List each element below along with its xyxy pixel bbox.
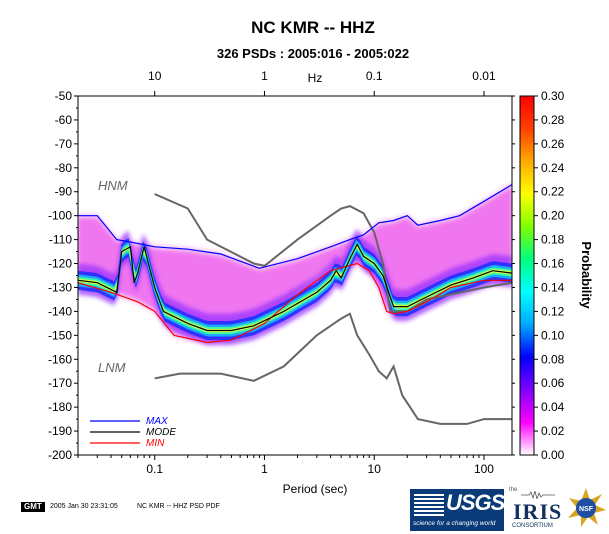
y-tick-label: -80 bbox=[55, 161, 73, 175]
legend-mode-label: MODE bbox=[146, 427, 176, 438]
usgs-logo: USGS science for a changing world bbox=[410, 489, 505, 531]
legend-min-label: MIN bbox=[146, 438, 165, 449]
iris-consortium: CONSORTIUM bbox=[512, 523, 553, 529]
x-axis-label: Period (sec) bbox=[283, 482, 348, 496]
hnm-label: HNM bbox=[98, 178, 128, 193]
heat-band-blue bbox=[78, 236, 512, 341]
top-tick-label: 0.01 bbox=[472, 69, 496, 83]
pdf-heatmap bbox=[78, 182, 512, 345]
colorbar-tick-label: 0.20 bbox=[541, 209, 565, 223]
x-axis: 0.1 1 10 100 bbox=[77, 455, 494, 476]
x-tick-label: 1 bbox=[261, 462, 268, 476]
colorbar-tick-label: 0.30 bbox=[541, 89, 565, 103]
colorbar-tick-label: 0.10 bbox=[541, 328, 565, 342]
top-tick-label: 0.1 bbox=[366, 69, 383, 83]
colorbar-tick-label: 0.08 bbox=[541, 352, 565, 366]
colorbar-body bbox=[519, 95, 535, 456]
top-axis: 10 1 0.1 0.01 bbox=[148, 69, 496, 96]
plot-caption: NC KMR -- HHZ PSD PDF bbox=[137, 503, 220, 510]
noise-model-lnm bbox=[154, 312, 512, 425]
colorbar-tick-label: 0.04 bbox=[541, 400, 565, 414]
top-tick-label: 10 bbox=[148, 69, 162, 83]
gmt-badge: GMT bbox=[21, 502, 45, 512]
y-tick-label: -60 bbox=[55, 113, 73, 127]
colorbar-tick-label: 0.06 bbox=[541, 376, 565, 390]
top-tick-label: 1 bbox=[261, 69, 268, 83]
colorbar-tick-label: 0.22 bbox=[541, 185, 565, 199]
y-tick-label: -150 bbox=[48, 328, 72, 342]
plot-timestamp: 2005 Jan 30 23:31:05 bbox=[50, 503, 118, 510]
noise-model-curves bbox=[154, 193, 512, 425]
colorbar-tick-label: 0.14 bbox=[541, 280, 565, 294]
y-tick-label: -130 bbox=[48, 280, 72, 294]
colorbar-tick-label: 0.28 bbox=[541, 113, 565, 127]
y-tick-label: -180 bbox=[48, 400, 72, 414]
y-tick-label: -160 bbox=[48, 352, 72, 366]
legend-max-label: MAX bbox=[146, 416, 168, 427]
usgs-tagline: science for a changing world bbox=[413, 520, 496, 527]
y-tick-label: -170 bbox=[48, 376, 72, 390]
chart-title: NC KMR -- HHZ bbox=[251, 18, 375, 37]
chart-subtitle: 326 PSDs : 2005:016 - 2005:022 bbox=[217, 46, 409, 61]
x-tick-label: 0.1 bbox=[146, 462, 163, 476]
colorbar-tick-label: 0.02 bbox=[541, 424, 565, 438]
iris-wordmark: IRIS bbox=[513, 499, 563, 524]
y-tick-label: -200 bbox=[48, 448, 72, 462]
y-tick-label: -90 bbox=[55, 185, 73, 199]
series-max bbox=[78, 184, 512, 269]
colorbar-tick-label: 0.26 bbox=[541, 137, 565, 151]
seismogram-icon bbox=[521, 491, 555, 499]
x-tick-label: 10 bbox=[368, 462, 382, 476]
colorbar: 0.30 0.28 0.26 0.24 0.22 0.20 0.18 0.16 0.14 0.12… bbox=[519, 89, 565, 462]
y-tick-label: -120 bbox=[48, 257, 72, 271]
nsf-logo-icon: NSF bbox=[568, 488, 606, 527]
legend: MAX MODE MIN bbox=[90, 416, 176, 449]
y-tick-label: -110 bbox=[49, 233, 72, 247]
y-tick-label: -190 bbox=[48, 424, 72, 438]
iris-logo: the IRIS CONSORTIUM bbox=[509, 487, 561, 531]
colorbar-tick-label: 0.18 bbox=[541, 233, 565, 247]
noise-model-hnm bbox=[154, 193, 512, 313]
iris-the: the bbox=[509, 487, 518, 493]
y-tick-label: -100 bbox=[48, 209, 72, 223]
top-axis-label: Hz bbox=[308, 71, 323, 85]
y-tick-label: -140 bbox=[48, 304, 72, 318]
x-tick-label: 100 bbox=[474, 462, 494, 476]
usgs-wave-icon bbox=[414, 494, 444, 518]
statistic-curves bbox=[78, 184, 512, 344]
series-min bbox=[78, 262, 512, 344]
colorbar-tick-label: 0.24 bbox=[541, 161, 565, 175]
nsf-text: NSF bbox=[579, 506, 594, 513]
usgs-wordmark: USGS bbox=[446, 490, 505, 515]
colorbar-tick-label: 0.00 bbox=[541, 448, 565, 462]
y-axis: -50 -60 -70 -80 -90 -100 -110 -120 -130 -140 -150 -… bbox=[48, 89, 515, 462]
colorbar-tick-label: 0.16 bbox=[541, 257, 565, 271]
colorbar-tick-label: 0.12 bbox=[541, 304, 565, 318]
y-tick-label: -50 bbox=[55, 89, 73, 103]
colorbar-label: Probability bbox=[579, 241, 594, 309]
lnm-label: LNM bbox=[98, 360, 126, 375]
series-mode bbox=[78, 243, 512, 332]
y-tick-label: -70 bbox=[55, 137, 73, 151]
